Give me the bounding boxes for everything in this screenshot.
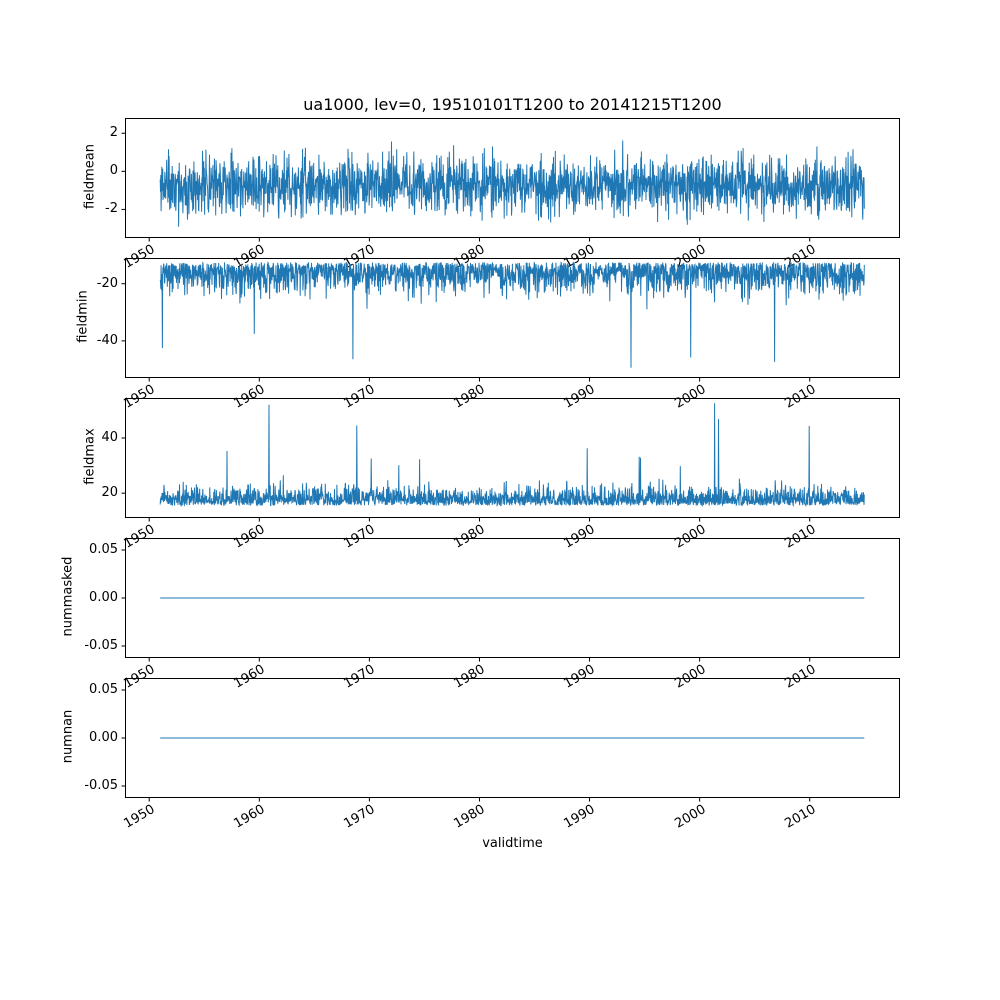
- x-axis-label: validtime: [482, 836, 543, 851]
- y-tick-label: 0.00: [89, 590, 118, 605]
- y-tick-label: 0.05: [89, 542, 118, 557]
- axes-frame: [125, 118, 900, 238]
- x-tick-label: 2000: [671, 802, 709, 832]
- y-tick-label: 0.05: [89, 682, 118, 697]
- axes-frame: [125, 258, 900, 378]
- y-axis-label-nummasked: nummasked: [60, 556, 75, 637]
- y-tick-label: -2: [105, 201, 118, 217]
- plot-area-numnan: [121, 678, 900, 802]
- x-tick-label: 2010: [782, 802, 819, 832]
- y-tick-label: 2: [109, 125, 118, 141]
- y-tick-label: -40: [96, 332, 118, 348]
- subplot-fieldmax: fieldmax 20 40 1950 1960 1970 1980 1990 2000 201…: [83, 398, 900, 552]
- y-tick-label: -0.05: [84, 638, 118, 653]
- subplot-numnan: numnan -0.05 0.00 0.05 1950 1960 1970 1980 1990…: [60, 678, 900, 832]
- x-tick-label: 1950: [121, 802, 158, 832]
- plot-area-fieldmean: [121, 118, 900, 242]
- plot-area-fieldmax: [121, 398, 900, 522]
- x-tick-label: 1960: [231, 802, 268, 832]
- x-tick-label: 1970: [341, 802, 378, 832]
- x-tick-label: 1990: [561, 802, 599, 832]
- y-tick-label: 0.00: [89, 730, 118, 745]
- axes-frame: [125, 678, 900, 798]
- subplot-fieldmean: fieldmean -2 0 2 1950 1960 1970 1980 1990 2000 20…: [83, 118, 900, 272]
- subplot-fieldmin: fieldmin -40 -20 1950 1960 1970 1980 1990 2000 2…: [75, 258, 900, 412]
- y-axis-label-fieldmin: fieldmin: [75, 290, 90, 343]
- y-tick-label: 20: [101, 485, 118, 501]
- x-tick-label: 1980: [451, 802, 488, 832]
- subplot-nummasked: nummasked -0.05 0.00 0.05 1950 1960 1970 1980 1…: [60, 538, 900, 692]
- y-axis-label-numnan: numnan: [60, 709, 75, 764]
- plot-area-fieldmin: [121, 258, 900, 382]
- y-tick-label: 0: [109, 163, 118, 179]
- figure-title: ua1000, lev=0, 19510101T1200 to 20141215…: [303, 95, 722, 114]
- axes-frame: [125, 398, 900, 518]
- axes-frame: [125, 538, 900, 658]
- y-tick-label: -20: [96, 275, 118, 291]
- y-tick-label: 40: [101, 430, 118, 445]
- series-line-fieldmin: [159, 261, 865, 368]
- series-line-fieldmean: [159, 140, 865, 227]
- series-line-fieldmax: [159, 403, 865, 508]
- y-tick-label: -0.05: [84, 778, 118, 793]
- plot-area-nummasked: [121, 538, 900, 662]
